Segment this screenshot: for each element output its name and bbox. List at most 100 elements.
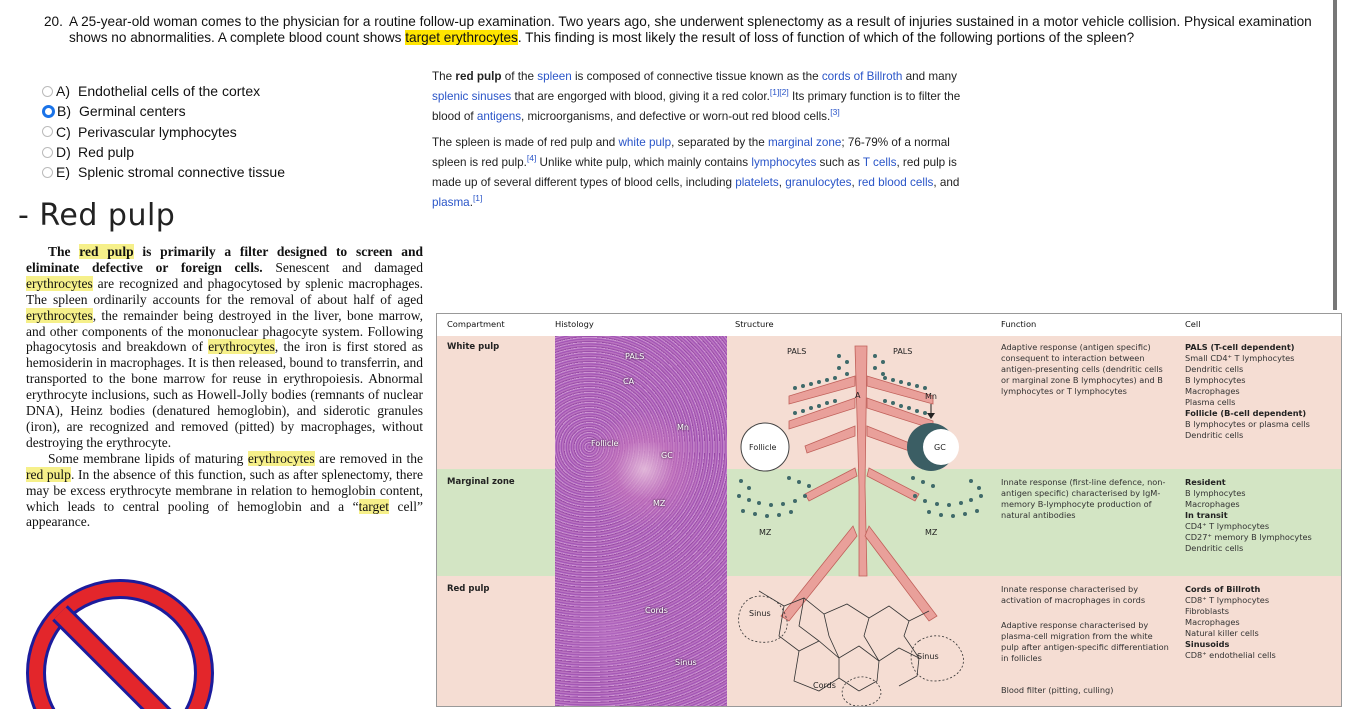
function-red-pulp-3: Blood filter (pitting, culling)	[1001, 685, 1114, 695]
link-lymphocytes[interactable]: lymphocytes	[751, 156, 817, 169]
text: is composed of connective tissue known a…	[571, 70, 822, 83]
text: are recognized and phagocytosed by splen…	[26, 275, 423, 307]
cell-type-item: CD8⁺ T lymphocytes	[1185, 595, 1270, 605]
prohibited-icon	[25, 578, 215, 714]
stem-highlight: target erythrocytes	[405, 30, 518, 46]
header-compartment: Compartment	[447, 319, 505, 329]
cell-type-item: Natural killer cells	[1185, 628, 1259, 638]
header-structure: Structure	[735, 319, 774, 329]
header-function: Function	[1001, 319, 1037, 329]
highlight: erythrocytes	[208, 339, 275, 355]
text: and many	[902, 70, 957, 83]
text: , red pulp is made up of several differe…	[432, 156, 957, 189]
link-white-pulp[interactable]: white pulp	[618, 136, 672, 149]
link-splenic-sinuses[interactable]: splenic sinuses	[432, 90, 512, 103]
label-mn: Mn	[925, 392, 937, 401]
wiki-paragraph-1: The red pulp of the spleen is composed o…	[432, 67, 962, 127]
choice-text: Red pulp	[78, 144, 135, 161]
link-plasma[interactable]: plasma	[432, 196, 470, 209]
citation-link[interactable]: [3]	[830, 107, 840, 118]
citation-link[interactable]: [1][2]	[769, 87, 789, 98]
choice-letter: E)	[56, 164, 70, 181]
text: is primarily a filter designed to screen…	[26, 244, 423, 275]
cell-type-item: Macrophages	[1185, 499, 1240, 509]
text: that are engorged with blood, giving it …	[511, 90, 770, 103]
red-pulp-heading: - Red pulp	[18, 198, 176, 233]
cell-type-item: Cords of Billroth	[1185, 584, 1261, 594]
histo-label: MZ	[653, 499, 666, 508]
compartment-red-pulp: Red pulp	[447, 584, 490, 594]
link-antigens[interactable]: antigens	[476, 110, 522, 123]
text: ,	[851, 176, 859, 189]
choice-text: Endothelial cells of the cortex	[78, 83, 261, 100]
radio-button[interactable]	[42, 166, 53, 178]
histo-label: CA	[623, 377, 635, 386]
cell-type-item: Fibroblasts	[1185, 606, 1230, 616]
cell-type-item: Macrophages	[1185, 386, 1240, 396]
question-number: 20.	[44, 14, 63, 29]
function-marginal-zone: Innate response (first-line defence, non…	[1001, 477, 1166, 520]
cell-type-item: Macrophages	[1185, 617, 1240, 627]
choice-d[interactable]: D) Red pulp	[42, 142, 285, 162]
text: ; 76-79% of a normal spleen is red pulp.	[432, 136, 950, 169]
wiki-excerpt: The red pulp of the spleen is composed o…	[432, 67, 962, 219]
radio-button[interactable]	[42, 126, 53, 138]
highlight: erythrocytes	[26, 307, 93, 323]
cells-marginal-zone: Resident B lymphocytes Macrophages In trans…	[1185, 477, 1335, 554]
cells-red-pulp: Cords of Billroth CD8⁺ T lymphocytes Fibro…	[1185, 584, 1335, 661]
text: The	[432, 70, 456, 83]
cell-type-item: Small CD4⁺ T lymphocytes	[1185, 353, 1295, 363]
cell-type-item: B lymphocytes	[1185, 488, 1246, 498]
cell-type-item: CD4⁺ T lymphocytes	[1185, 521, 1270, 531]
label-artery: A	[855, 391, 861, 400]
radio-button[interactable]	[42, 85, 53, 97]
radio-button[interactable]	[42, 146, 53, 158]
textbook-excerpt: The red pulp is primarily a filter desig…	[26, 244, 423, 530]
germinal-center-shape	[923, 429, 959, 465]
highlight: erythrocytes	[247, 450, 315, 466]
choice-a[interactable]: A) Endothelial cells of the cortex	[42, 81, 285, 101]
histo-label: Cords	[645, 606, 668, 615]
link-marginal-zone[interactable]: marginal zone	[767, 136, 842, 149]
text: , microorganisms, and defective or worn-…	[521, 110, 831, 123]
book-paragraph-2: Some membrane lipids of maturing erythro…	[26, 450, 423, 531]
text: ,	[778, 176, 786, 189]
citation-link[interactable]: [1]	[472, 193, 483, 204]
text: The spleen is made of red pulp and	[432, 136, 619, 149]
link-platelets[interactable]: platelets	[735, 176, 779, 189]
text: of the	[501, 70, 538, 83]
cell-type-item: Dendritic cells	[1185, 543, 1244, 553]
cell-type-item: In transit	[1185, 510, 1228, 520]
choice-c[interactable]: C) Perivascular lymphocytes	[42, 122, 285, 142]
choice-b[interactable]: B) Germinal centers	[42, 101, 285, 121]
cell-type-item: Dendritic cells	[1185, 364, 1244, 374]
choice-text: Germinal centers	[79, 103, 186, 120]
follicle-shape	[740, 422, 790, 472]
cell-type-item: Plasma cells	[1185, 397, 1236, 407]
choice-e[interactable]: E) Splenic stromal connective tissue	[42, 162, 285, 182]
cell-type-item: B lymphocytes	[1185, 375, 1246, 385]
text: .	[469, 196, 473, 209]
bold-term: red pulp	[455, 70, 502, 83]
link-cords-of-billroth[interactable]: cords of Billroth	[821, 70, 903, 83]
cell-type-item: CD8⁺ endothelial cells	[1185, 650, 1276, 660]
choice-text: Perivascular lymphocytes	[78, 123, 237, 140]
radio-button-selected[interactable]	[42, 104, 55, 118]
citation-link[interactable]: [4]	[526, 153, 537, 164]
stem-text: A 25-year-old woman comes to the physici…	[69, 14, 1312, 46]
cell-type-item: Sinusoids	[1185, 639, 1230, 649]
text: . In the absence of this function, such …	[26, 466, 423, 514]
histo-label: Follicle	[591, 439, 619, 448]
text: Senescent and damaged	[262, 259, 424, 275]
function-white-pulp: Adaptive response (antigen specific) con…	[1001, 342, 1163, 396]
cell-type-item: Follicle (B-cell dependent)	[1185, 408, 1307, 418]
link-red-blood-cells[interactable]: red blood cells	[858, 176, 934, 189]
label-sinus-right: Sinus	[917, 652, 939, 661]
spleen-compartment-table: Compartment Histology Structure Function…	[436, 313, 1342, 707]
header-histology: Histology	[555, 319, 594, 329]
link-t-cells[interactable]: T cells	[862, 156, 897, 169]
link-spleen[interactable]: spleen	[537, 70, 572, 83]
label-mz-left: MZ	[759, 528, 772, 537]
link-granulocytes[interactable]: granulocytes	[785, 176, 852, 189]
table-header: Compartment Histology Structure Function…	[437, 314, 1341, 336]
